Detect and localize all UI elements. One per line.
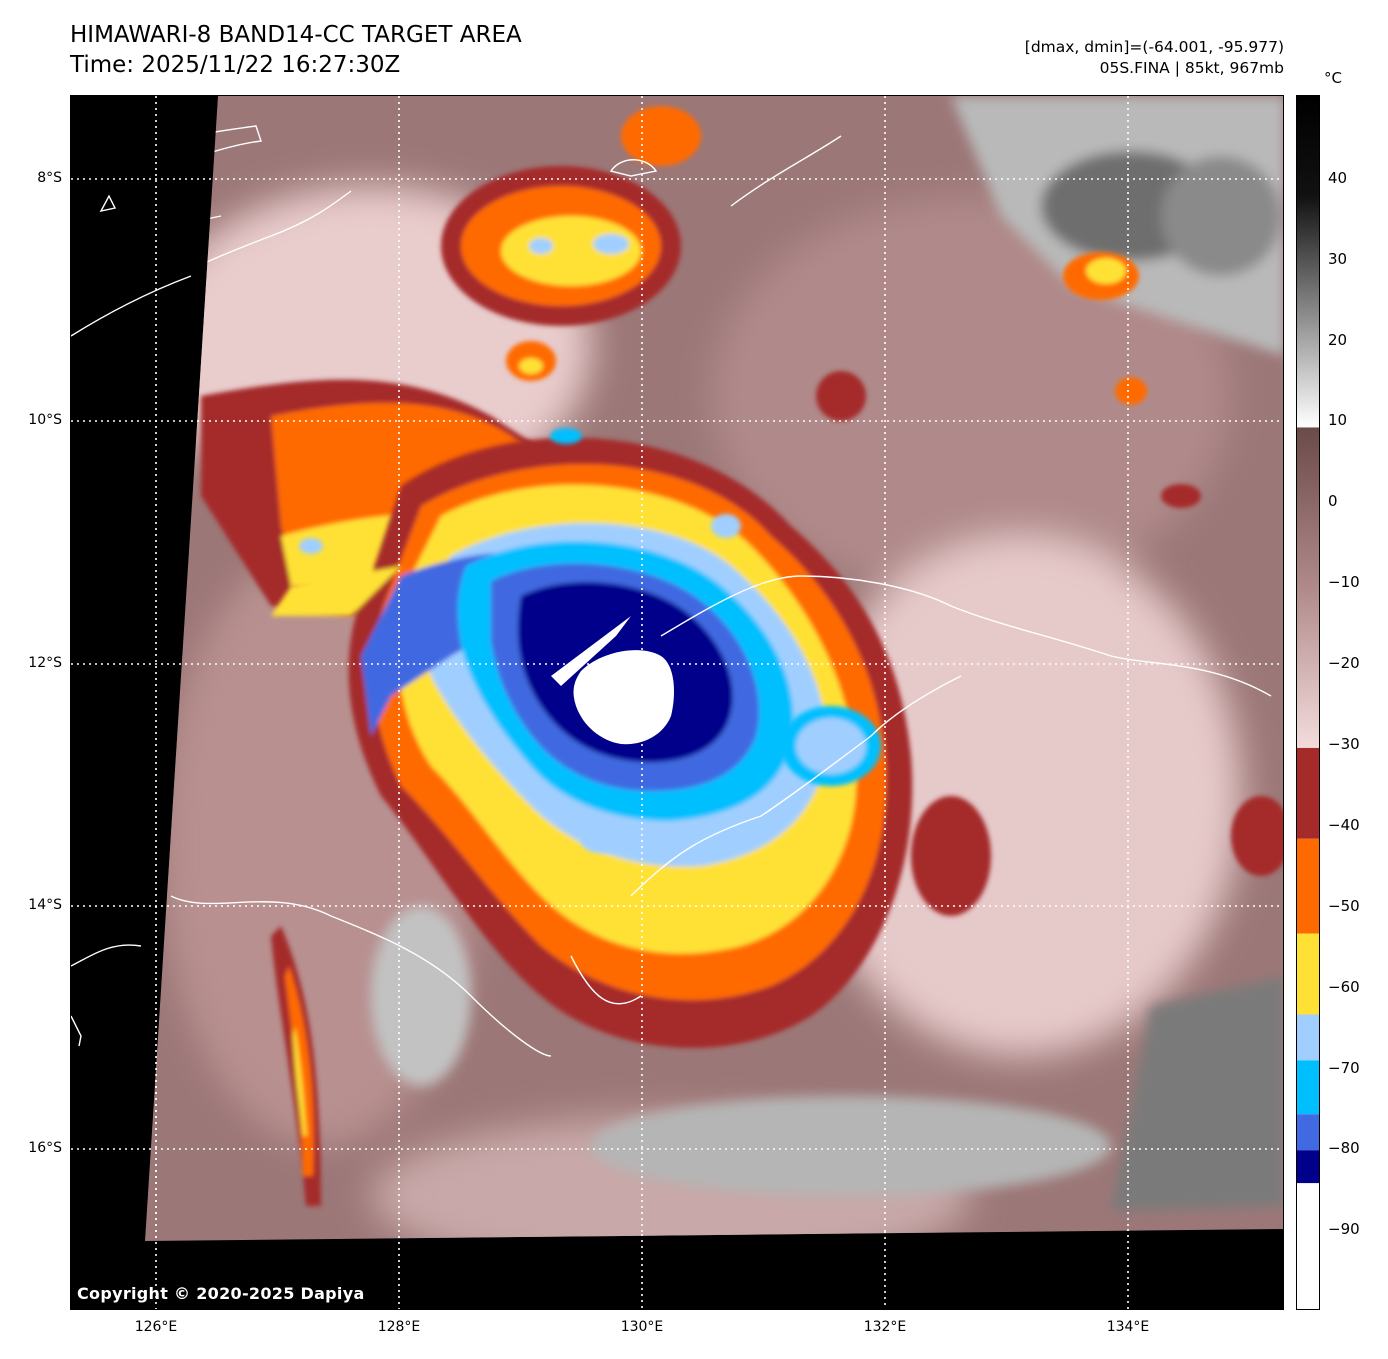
colorbar-white [1297, 1183, 1319, 1309]
satellite-map: Copyright © 2020-2025 Dapiya [70, 95, 1284, 1310]
colorbar-tick: −10 [1328, 573, 1360, 591]
lon-label-132e: 132°E [863, 1319, 907, 1335]
colorbar-tick: −20 [1328, 654, 1360, 672]
colorbar-grey-segment [1297, 96, 1319, 428]
tropical-cyclone [271, 428, 913, 1049]
colorbar-tick: −50 [1328, 897, 1360, 915]
dmax-dmin-text: [dmax, dmin]=(-64.001, -95.977) [1024, 38, 1284, 56]
colorbar-tick: −70 [1328, 1059, 1360, 1077]
storm-name-intensity: 05S.FINA | 85kt, 967mb [1099, 59, 1284, 77]
graticule-outer [71, 96, 1129, 1309]
title-line-1: HIMAWARI-8 BAND14-CC TARGET AREA [70, 22, 522, 48]
lon-label-128e: 128°E [377, 1319, 421, 1335]
cyclone-eye [573, 650, 674, 745]
lon-label-134e: 134°E [1106, 1319, 1150, 1335]
colorbar-dark-red [1297, 747, 1319, 839]
lat-label-14s: 14°S [28, 897, 62, 913]
spiral-band-southwest [271, 926, 321, 1206]
satellite-imagery [71, 96, 1283, 1309]
colorbar-tick: −80 [1328, 1139, 1360, 1157]
colorbar-yellow [1297, 933, 1319, 1015]
colorbar-tick: 30 [1328, 250, 1348, 268]
lat-label-10s: 10°S [28, 412, 62, 428]
colorbar-tick: −60 [1328, 978, 1360, 996]
colorbar-tick: −30 [1328, 735, 1360, 753]
map-title: HIMAWARI-8 BAND14-CC TARGET AREA Time: 2… [70, 20, 522, 80]
colorbar-sky-blue [1297, 1060, 1319, 1115]
lon-label-126e: 126°E [134, 1319, 178, 1335]
colorbar-tick: 0 [1328, 492, 1338, 510]
cloud-field [145, 96, 1283, 1241]
colorbar-warm-segment [1297, 427, 1319, 748]
colorbar-tick: 40 [1328, 169, 1348, 187]
storm-info: [dmax, dmin]=(-64.001, -95.977) 05S.FINA… [1025, 37, 1284, 79]
colorbar-light-blue [1297, 1014, 1319, 1061]
scattered-cells [816, 371, 1283, 916]
colorbar-tick: −40 [1328, 816, 1360, 834]
colorbar-tick: −90 [1328, 1220, 1360, 1238]
lon-label-130e: 130°E [620, 1319, 664, 1335]
colorbar-deep-blue [1297, 1150, 1319, 1184]
northern-convection [441, 106, 1147, 405]
lat-label-12s: 12°S [28, 655, 62, 671]
colorbar [1296, 95, 1320, 1310]
colorbar-royal-blue [1297, 1114, 1319, 1151]
colorbar-unit: °C [1324, 69, 1342, 87]
copyright-text: Copyright © 2020-2025 Dapiya [77, 1284, 365, 1303]
title-line-2: Time: 2025/11/22 16:27:30Z [70, 52, 401, 78]
lat-label-8s: 8°S [37, 170, 62, 186]
colorbar-orange [1297, 838, 1319, 934]
colorbar-tick: 20 [1328, 331, 1348, 349]
colorbar-tick: 10 [1328, 411, 1348, 429]
lat-label-16s: 16°S [28, 1140, 62, 1156]
